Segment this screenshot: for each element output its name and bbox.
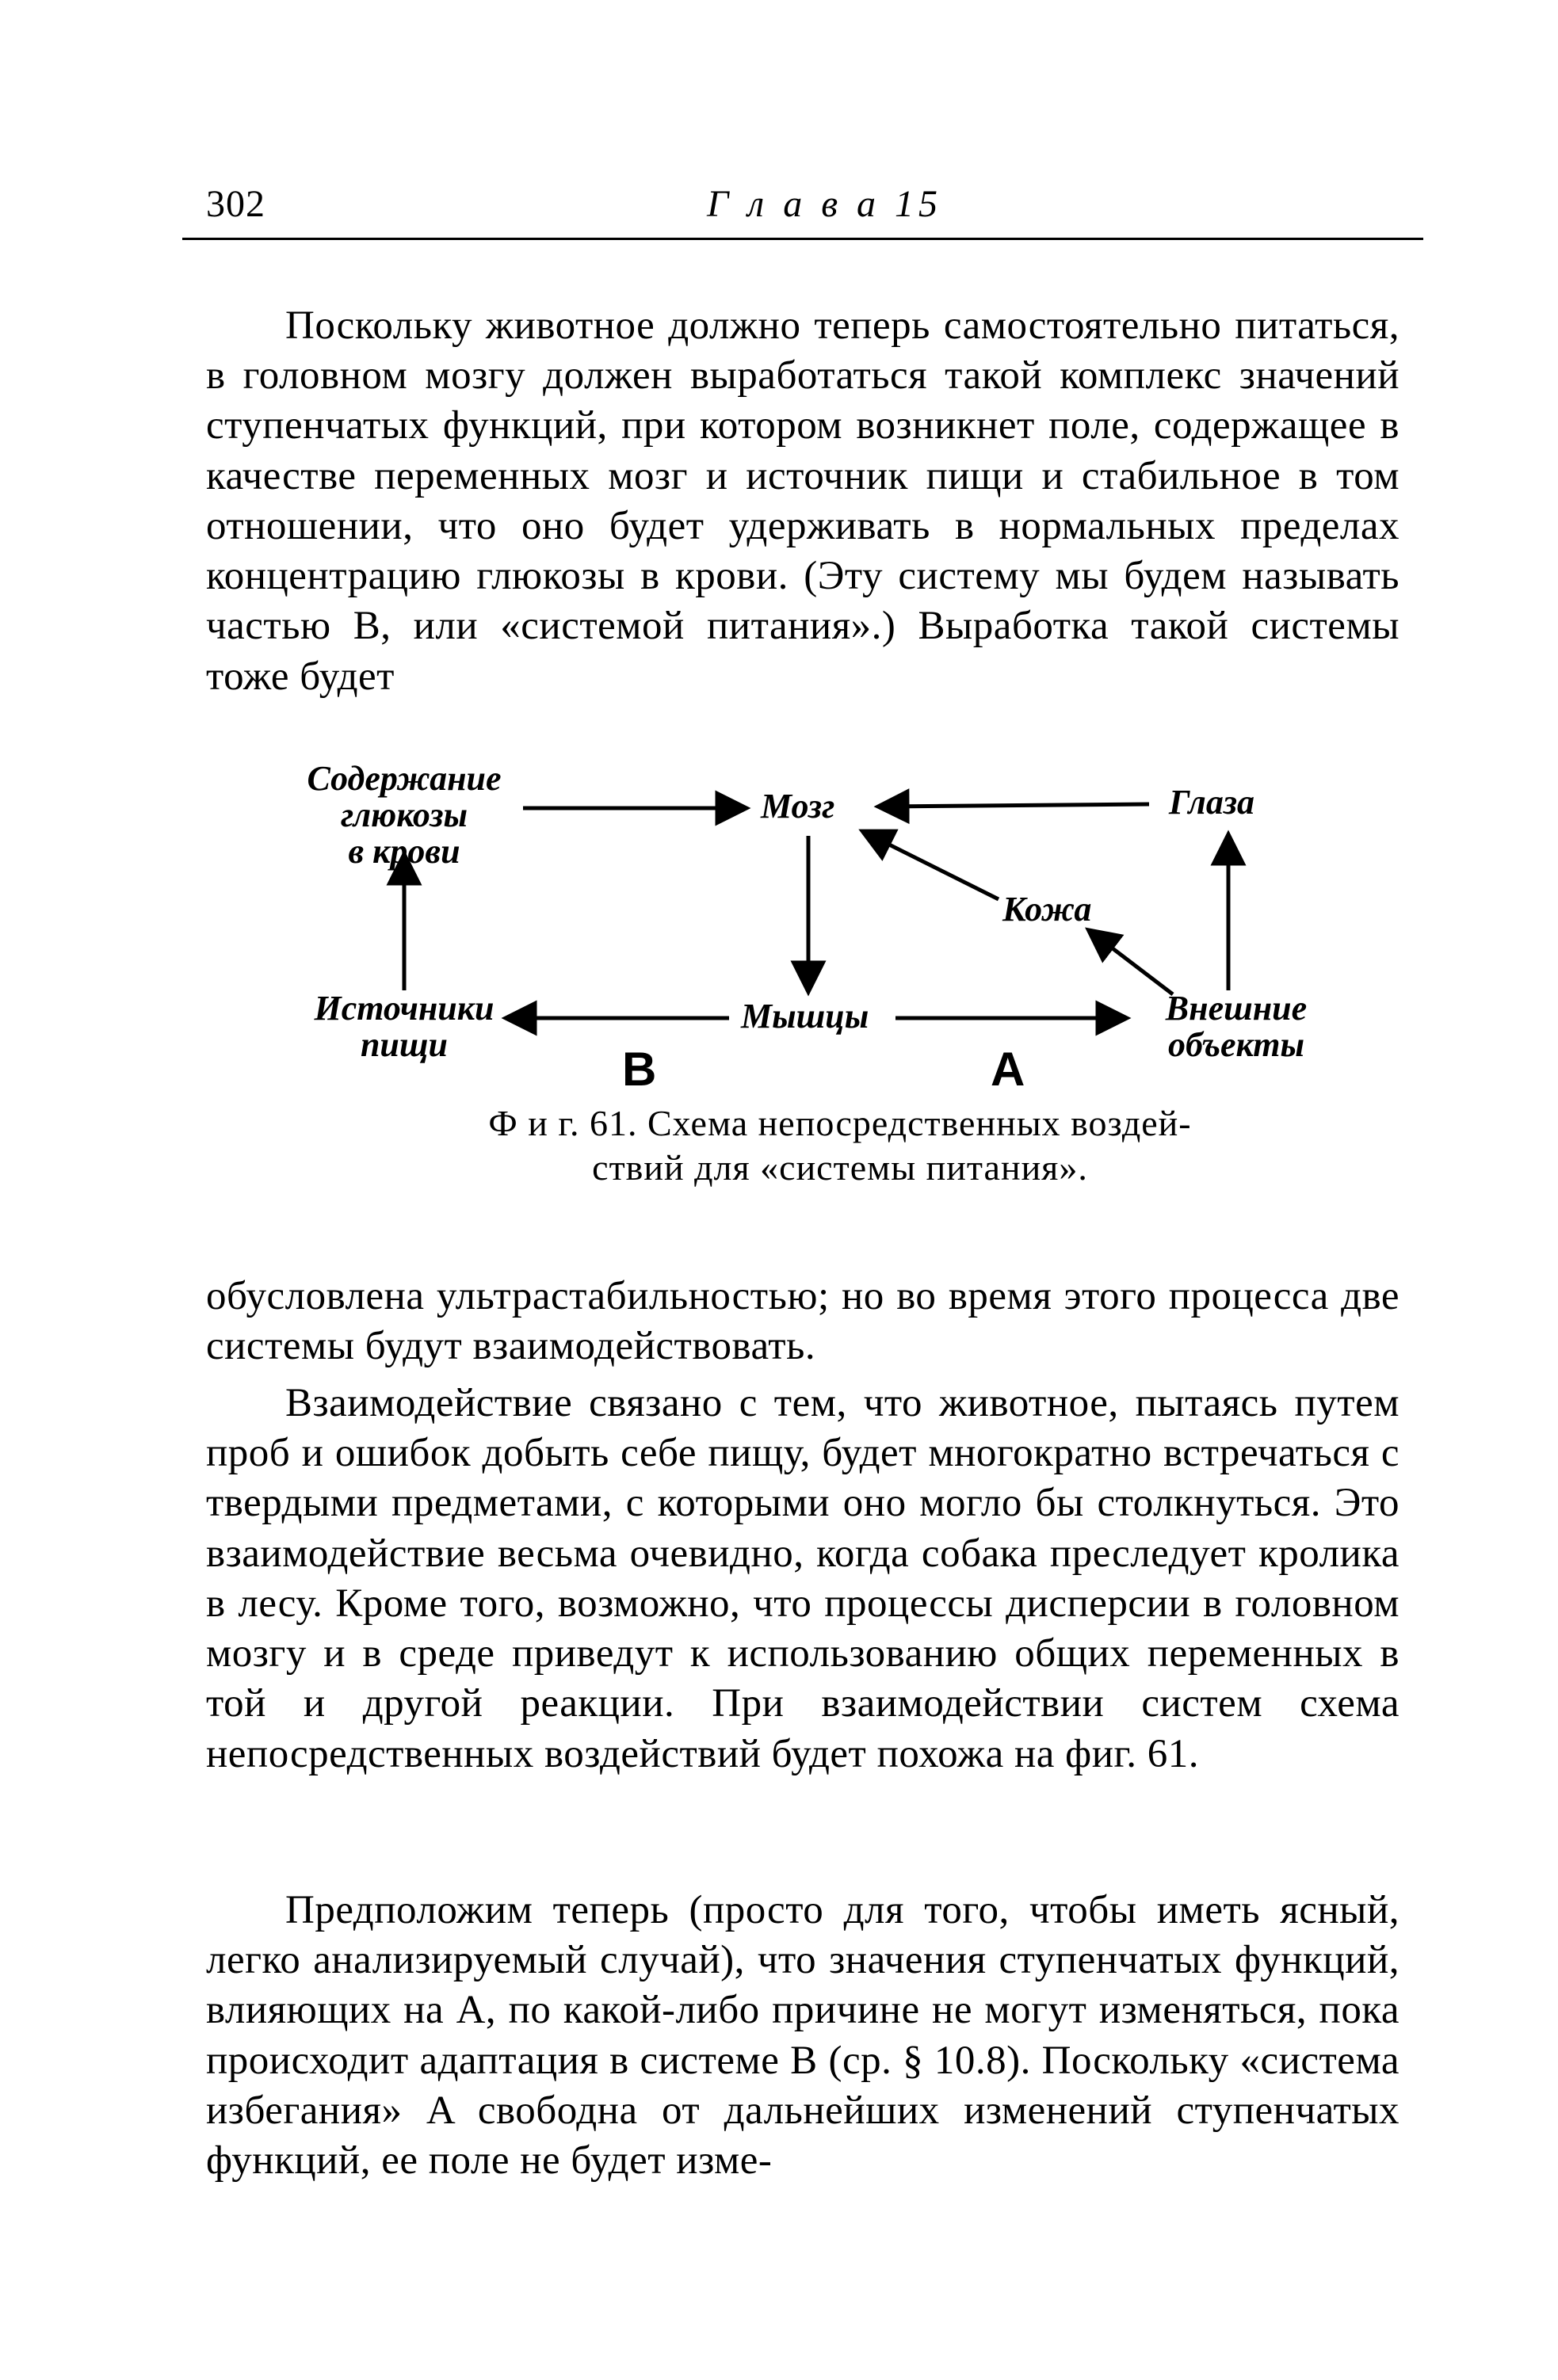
chapter-title: Г л а в а 15: [265, 182, 1384, 226]
paragraph-3: Взаимодействие связано с тем, что животн…: [206, 1379, 1400, 1779]
node-skin: Кожа: [1002, 891, 1091, 928]
header-rule: [182, 238, 1423, 240]
page-header: 302 Г л а в а 15: [206, 182, 1384, 226]
paragraph-2: обусловлена ультрастабильностью; но во в…: [206, 1272, 1400, 1371]
edge-skin-brain: [864, 832, 999, 899]
paragraph-1: Поскольку животное должно теперь самосто…: [206, 301, 1400, 702]
node-sources: Источникипищи: [301, 990, 507, 1063]
node-eyes: Глаза: [1169, 784, 1254, 821]
paragraph-4: Предположим теперь (просто для того, что…: [206, 1886, 1400, 2186]
region-label-a: A: [991, 1042, 1025, 1097]
figure-caption-line1: Ф и г. 61. Схема непосредственных воздей…: [412, 1101, 1268, 1145]
node-muscles: Мышцы: [741, 998, 869, 1035]
figure-caption-line2: ствий для «системы питания».: [412, 1146, 1268, 1189]
node-objects: Внешниеобъекты: [1145, 990, 1327, 1063]
figure-61-diagram: Содержаниеглюкозыв крови Мозг Глаза Кожа…: [285, 761, 1395, 1252]
page: 302 Г л а в а 15 Поскольку животное долж…: [0, 0, 1558, 2380]
page-number: 302: [206, 182, 265, 226]
node-glucose: Содержаниеглюкозыв крови: [301, 761, 507, 871]
edge-eyes-brain: [880, 804, 1149, 807]
edge-objects-skin: [1090, 931, 1173, 994]
node-brain: Мозг: [761, 788, 834, 825]
region-label-b: B: [622, 1042, 656, 1097]
